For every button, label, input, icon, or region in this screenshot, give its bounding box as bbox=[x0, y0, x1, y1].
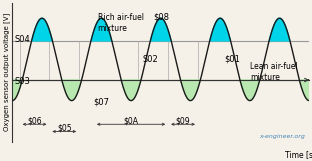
Text: $06: $06 bbox=[27, 117, 42, 126]
Text: $09: $09 bbox=[176, 117, 190, 126]
Text: S04: S04 bbox=[15, 35, 30, 44]
Y-axis label: Oxygen sensor output voltage [V]: Oxygen sensor output voltage [V] bbox=[3, 13, 10, 131]
Text: S03: S03 bbox=[15, 76, 30, 85]
Text: $01: $01 bbox=[224, 55, 240, 64]
Text: Lean air-fuel
mixture: Lean air-fuel mixture bbox=[250, 62, 298, 82]
Text: $07: $07 bbox=[93, 98, 110, 107]
Text: $05: $05 bbox=[57, 124, 71, 133]
Text: Rich air-fuel
mixture: Rich air-fuel mixture bbox=[98, 13, 144, 33]
X-axis label: Time [s]: Time [s] bbox=[285, 150, 312, 159]
Text: $08: $08 bbox=[153, 12, 169, 21]
Text: x-engineer.org: x-engineer.org bbox=[260, 134, 305, 139]
Text: $0A: $0A bbox=[124, 117, 139, 126]
Text: S02: S02 bbox=[142, 55, 158, 64]
